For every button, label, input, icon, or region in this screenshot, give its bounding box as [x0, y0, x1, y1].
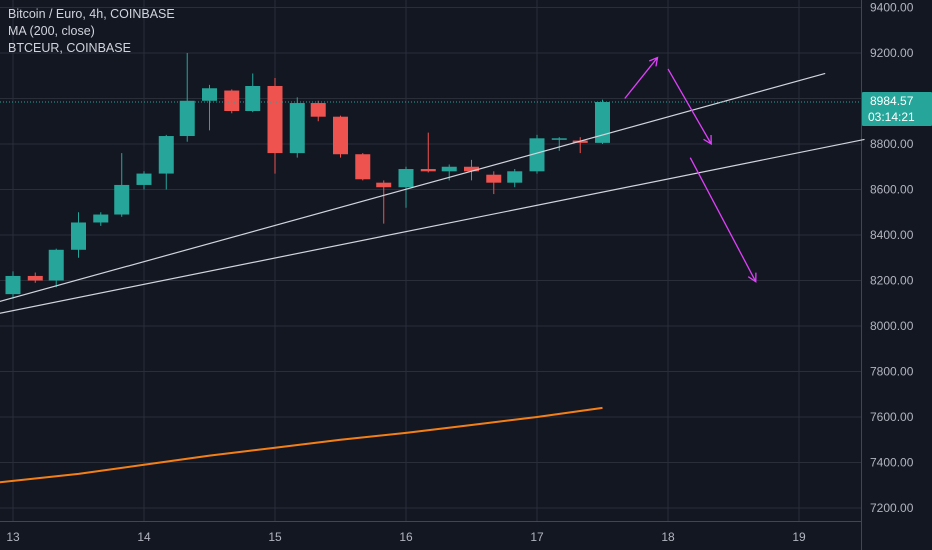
candle-down: [310, 103, 326, 117]
trendline: [0, 72, 826, 303]
arrow-shaft: [667, 68, 712, 145]
projection-arrows: [624, 56, 757, 283]
legend-series: BTCEUR, COINBASE: [8, 41, 131, 55]
candle-down: [420, 169, 436, 172]
last-price-tag-bg: [862, 92, 932, 126]
chart-legend: Bitcoin / Euro, 4h, COINBASE MA (200, cl…: [8, 6, 175, 57]
time-tick-label: 19: [792, 530, 806, 544]
candle-up: [114, 184, 130, 215]
arrow-shaft: [624, 57, 659, 99]
candle-down: [376, 182, 392, 188]
candles: [5, 53, 610, 299]
ma-200-path: [0, 406, 603, 484]
price-axis[interactable]: 7200.00 7400.00 7600.00 7800.00 8000.00 8200.…: [870, 1, 914, 516]
time-tick-label: 16: [399, 530, 413, 544]
candle-up: [48, 249, 64, 281]
candle-up: [71, 222, 86, 250]
last-price-value: 8984.57: [870, 94, 914, 108]
arrow-shaft: [689, 157, 757, 282]
candle-down: [267, 85, 283, 154]
candle-up: [245, 85, 261, 112]
time-tick-label: 18: [661, 530, 675, 544]
arrow-head: [747, 272, 757, 283]
candle-down: [464, 166, 479, 172]
last-price-tag: 8984.57 03:14:21: [862, 92, 932, 126]
candle-up: [551, 138, 567, 140]
candle-down: [27, 275, 43, 281]
candle-up: [507, 171, 523, 183]
trendline: [0, 138, 865, 314]
price-tick-label: 9400.00: [870, 1, 914, 15]
trendlines: [0, 72, 865, 314]
candle-up: [441, 166, 457, 172]
time-tick-label: 15: [268, 530, 282, 544]
time-axis[interactable]: 13 14 15 16 17 18 19: [6, 530, 806, 544]
candle-up: [5, 275, 21, 295]
candle-up: [289, 103, 305, 154]
price-tick-label: 8600.00: [870, 183, 914, 197]
price-tick-label: 7400.00: [870, 456, 914, 470]
time-tick-label: 14: [137, 530, 151, 544]
price-tick-label: 7800.00: [870, 365, 914, 379]
price-tick-label: 7600.00: [870, 410, 914, 424]
price-tick-label: 8000.00: [870, 319, 914, 333]
candle-up: [595, 102, 610, 143]
candle-down: [486, 174, 502, 183]
arrow-head: [648, 56, 659, 67]
candle-up: [136, 173, 152, 185]
ma-200-line: [0, 406, 603, 484]
price-tick-label: 7200.00: [870, 501, 914, 515]
candle-down: [224, 90, 240, 112]
candle-up: [529, 138, 545, 172]
price-tick-label: 8200.00: [870, 274, 914, 288]
legend-ma: MA (200, close): [8, 24, 95, 38]
legend-symbol: Bitcoin / Euro, 4h, COINBASE: [8, 7, 175, 21]
grid: [0, 0, 862, 550]
candle-up: [158, 136, 174, 174]
candle-up: [93, 214, 109, 223]
price-tick-label: 8800.00: [870, 137, 914, 151]
candle-down: [333, 116, 348, 155]
price-tick-label: 8400.00: [870, 228, 914, 242]
countdown-value: 03:14:21: [868, 110, 915, 124]
candle-down: [355, 154, 371, 180]
candle-up: [398, 169, 414, 188]
candle-up: [202, 88, 217, 101]
time-tick-label: 13: [6, 530, 20, 544]
time-tick-label: 17: [530, 530, 544, 544]
price-tick-label: 9200.00: [870, 46, 914, 60]
arrow-head: [703, 134, 712, 146]
candle-up: [179, 100, 195, 137]
